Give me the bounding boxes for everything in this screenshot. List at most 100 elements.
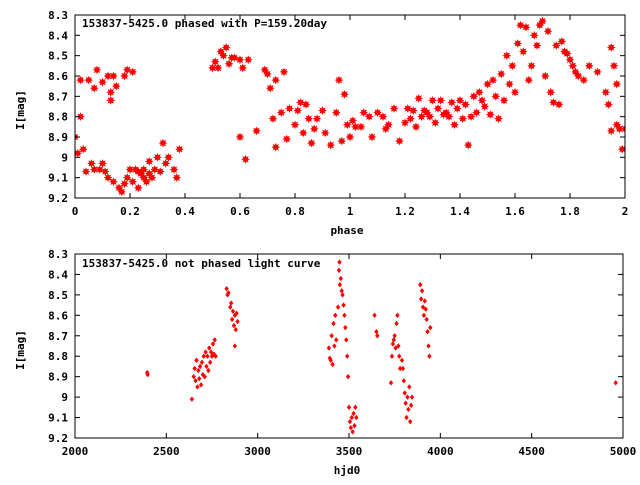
unphased-data-point <box>402 390 407 396</box>
unphased-y-tick-label: 9.1 <box>48 412 68 425</box>
phased-data-point <box>351 122 360 132</box>
unphased-y-tick-label: 8.4 <box>48 268 68 281</box>
unphased-data-point <box>396 343 401 349</box>
phased-y-tick-label: 8.7 <box>48 90 68 103</box>
phased-y-tick-label: 8.3 <box>48 9 68 22</box>
phased-data-point <box>81 167 91 176</box>
phased-data-point <box>513 39 523 48</box>
phased-data-point <box>411 122 421 132</box>
phased-x-tick-label: 0.8 <box>285 205 305 218</box>
unphased-x-tick-label: 3000 <box>244 445 271 458</box>
phased-data-point <box>208 63 217 73</box>
unphased-data-point <box>408 402 414 409</box>
phased-data-point <box>491 91 501 101</box>
unphased-data-point <box>228 304 233 310</box>
phased-data-point <box>125 165 135 174</box>
unphased-data-point <box>348 424 354 431</box>
unphased-data-point <box>375 332 380 339</box>
phased-data-point <box>620 124 625 134</box>
phased-data-point <box>265 83 275 93</box>
unphased-data-point <box>340 292 345 298</box>
unphased-data-point <box>232 343 238 349</box>
phased-data-point <box>320 128 330 138</box>
phased-data-point <box>153 152 162 162</box>
unphased-data-point <box>234 310 239 317</box>
unphased-data-point <box>419 287 425 294</box>
phased-data-point <box>356 122 366 132</box>
unphased-data-point <box>189 396 195 402</box>
unphased-data-point <box>400 365 406 372</box>
phased-data-point <box>408 106 418 115</box>
phased-data-point <box>505 79 514 89</box>
phased-data-point <box>76 112 85 122</box>
unphased-data-point <box>338 275 344 282</box>
phased-data-point <box>307 138 316 148</box>
unphased-data-point <box>420 304 426 310</box>
unphased-data-point <box>193 377 198 384</box>
unphased-data-point <box>337 281 343 288</box>
phased-data-point <box>502 51 512 61</box>
phased-data-point <box>103 71 113 81</box>
phased-data-point <box>342 120 352 130</box>
unphased-data-point <box>394 320 399 327</box>
phased-data-point <box>133 183 143 193</box>
unphased-data-point <box>194 357 199 364</box>
phased-y-tick-label: 9.2 <box>48 192 68 205</box>
phased-data-point <box>507 61 517 71</box>
unphased-data-point <box>395 312 400 319</box>
phased-data-point <box>433 104 443 113</box>
unphased-data-point <box>210 341 216 347</box>
unphased-data-point <box>331 320 336 327</box>
phased-data-point <box>293 106 303 115</box>
phased-data-point <box>529 30 539 40</box>
phased-data-point <box>444 112 454 122</box>
unphased-data-point <box>337 259 342 265</box>
unphased-y-tick-label: 8.6 <box>48 309 68 322</box>
phased-data-point <box>298 128 308 138</box>
phased-data-point <box>103 173 113 183</box>
unphased-data-point <box>393 345 398 351</box>
unphased-data-point <box>417 281 423 288</box>
phased-data-point <box>469 91 479 101</box>
phased-data-point <box>483 79 492 89</box>
unphased-data-point <box>197 363 203 370</box>
phased-data-point <box>472 108 481 117</box>
unphased-data-point <box>196 367 201 374</box>
phased-data-point <box>378 112 388 122</box>
phased-data-point <box>406 114 415 124</box>
unphased-y-tick-label: 8.8 <box>48 350 68 363</box>
unphased-data-point <box>226 290 231 296</box>
phased-data-point <box>158 138 168 148</box>
unphased-chart-title: 153837-5425.0 not phased light curve <box>82 257 321 270</box>
phased-data-point <box>164 152 173 162</box>
unphased-data-point <box>203 349 208 355</box>
phased-data-point <box>450 120 459 130</box>
phased-data-point <box>367 132 377 142</box>
unphased-data-point <box>342 312 347 319</box>
phased-data-point <box>527 61 536 71</box>
phased-data-point <box>400 118 410 128</box>
phased-data-point <box>485 110 495 119</box>
phased-data-point <box>161 159 171 168</box>
phased-data-point <box>106 96 116 105</box>
phased-data-point <box>532 41 542 50</box>
phased-y-tick-label: 9.1 <box>48 172 68 185</box>
phased-data-point <box>169 165 179 174</box>
unphased-y-axis-label: I[mag] <box>14 330 27 370</box>
phased-data-point <box>76 75 85 85</box>
unphased-data-point <box>207 345 212 351</box>
phased-y-tick-label: 9 <box>61 151 68 164</box>
phased-data-point <box>98 159 107 168</box>
unphased-data-point <box>423 306 428 313</box>
phased-data-point <box>109 177 118 187</box>
phased-x-tick-label: 0.6 <box>230 205 250 218</box>
unphased-data-point <box>333 312 338 319</box>
phased-data-point <box>155 167 165 176</box>
phased-data-point <box>601 87 611 97</box>
phased-data-point <box>538 16 547 26</box>
phased-data-point <box>142 177 151 187</box>
phased-data-point <box>304 114 314 124</box>
phased-data-point <box>282 134 292 144</box>
phased-data-point <box>331 108 341 117</box>
phased-data-point <box>540 71 550 81</box>
